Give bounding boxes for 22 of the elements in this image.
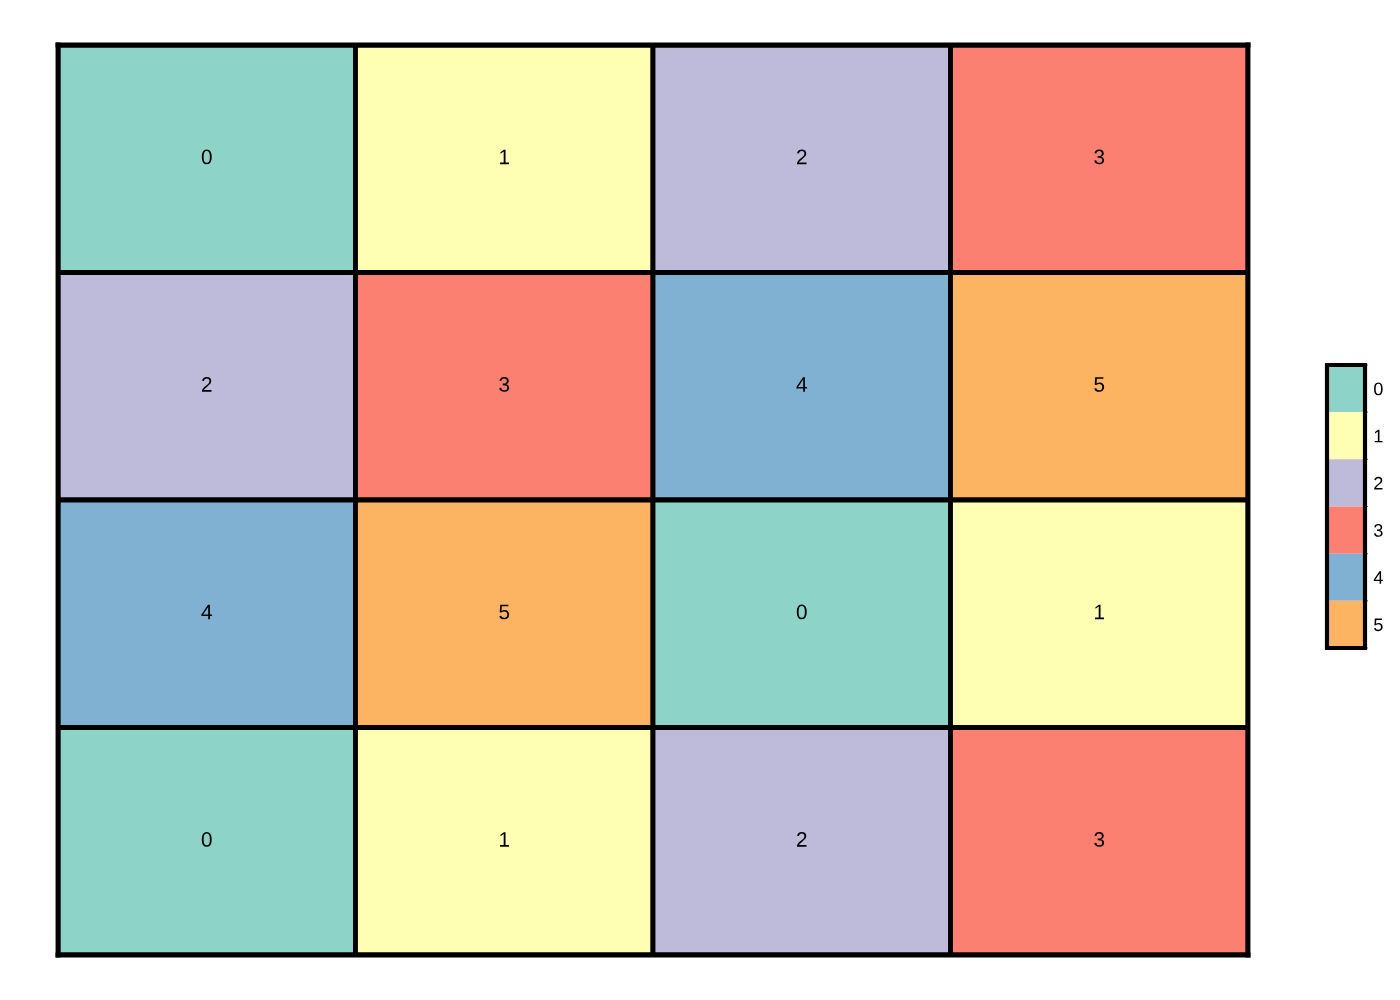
color-bar-label: 1 <box>1374 429 1383 443</box>
data-label: 0 <box>201 149 212 165</box>
color-bar-label: 3 <box>1374 524 1383 537</box>
color-bar-label: 4 <box>1373 571 1383 584</box>
data-label: 2 <box>797 149 807 165</box>
data-label: 0 <box>796 604 807 620</box>
color-bar-label: 5 <box>1374 618 1383 632</box>
data-label: 3 <box>1094 149 1105 165</box>
data-label: 4 <box>201 604 212 620</box>
data-label: 1 <box>500 832 510 847</box>
color-bar-label: 0 <box>1374 382 1383 396</box>
data-label: 0 <box>201 832 212 847</box>
data-label: 5 <box>1094 377 1105 392</box>
data-label: 1 <box>500 149 510 165</box>
data-label: 5 <box>499 604 510 620</box>
data-label: 3 <box>499 377 510 392</box>
data-label: 2 <box>797 832 807 847</box>
color-bar-label: 2 <box>1374 476 1383 490</box>
data-label: 1 <box>1095 604 1105 620</box>
data-label: 2 <box>202 377 212 392</box>
data-label: 3 <box>1094 832 1105 847</box>
data-label: 4 <box>796 377 807 392</box>
